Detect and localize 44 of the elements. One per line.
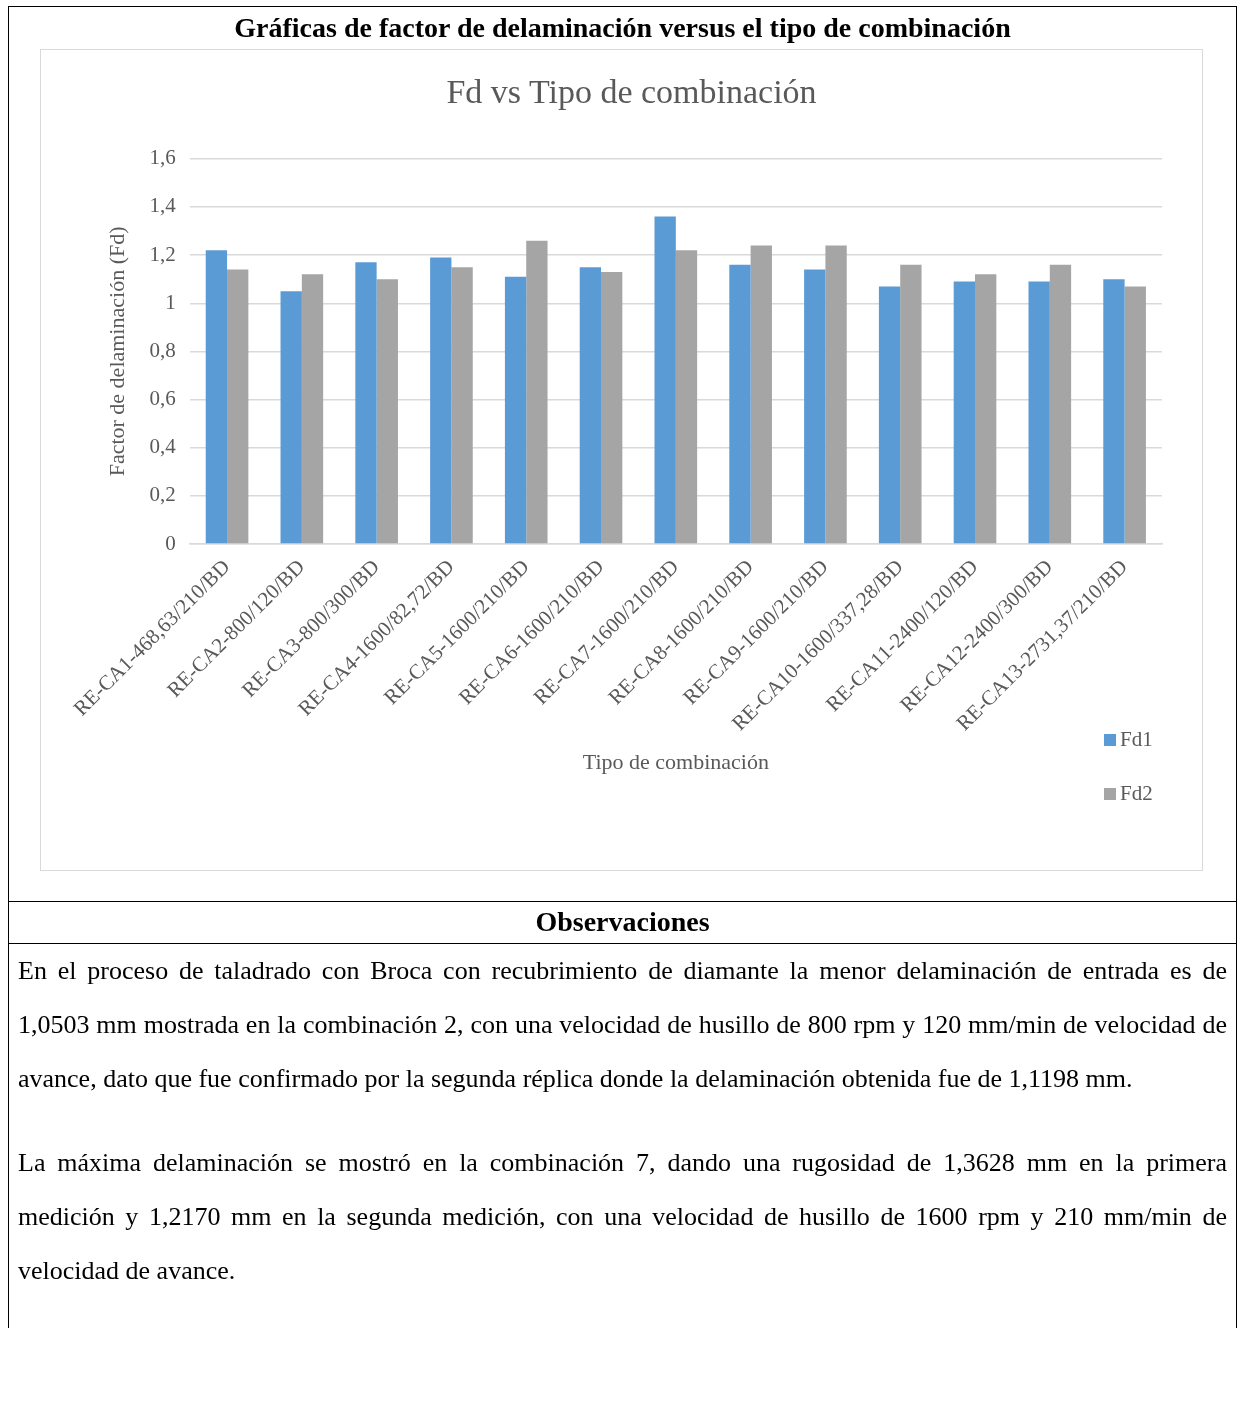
text: Observaciones: [9, 901, 1236, 944]
y-tick-label: 0,6: [149, 386, 176, 411]
y-axis-title: Factor de delaminación (Fd): [103, 226, 129, 477]
bar: [975, 274, 997, 544]
bar: [355, 262, 377, 544]
bar: [729, 264, 751, 544]
y-tick-label: 0,8: [149, 337, 176, 362]
y-tick-label: 0,4: [149, 434, 177, 459]
bar: [804, 269, 826, 544]
bar: [750, 245, 772, 544]
y-tick-label: 1,6: [149, 145, 176, 170]
bar: [301, 274, 324, 544]
bar: [1103, 279, 1125, 544]
text: Gráficas de factor de delaminación versus el tipo de combinación: [233, 11, 1012, 45]
x-axis-title: Tipo de combinación: [582, 748, 769, 774]
bar: [376, 279, 398, 544]
y-tick-label: 1,2: [149, 241, 176, 266]
bar: [451, 267, 473, 544]
bar: [601, 271, 623, 544]
bar: [675, 250, 698, 544]
bar: [1049, 264, 1072, 544]
bar: [953, 281, 976, 544]
text: En el proceso de taladrado con Broca con recubrimiento de diamante la menor delaminación de entrada es de 1,0503 mm mostrada en la combinación 2, con una velocidad de husillo de 800 rpm y 120 mm/min de velocidad de avance, dato que fue confirmado por la segunda réplica donde la delaminación obtenida fue de 1,1198 mm.: [17, 955, 1228, 1095]
y-tick-label: 0: [165, 530, 176, 555]
y-tick-label: 0,2: [149, 482, 176, 507]
bar: [878, 286, 901, 544]
chart-title: Fd vs Tipo de combinación: [446, 73, 817, 111]
bar: [1124, 286, 1146, 544]
bar: [227, 269, 249, 544]
bar: [579, 267, 602, 544]
bar: [430, 257, 452, 544]
bar: [1028, 281, 1050, 544]
bar: [205, 250, 228, 544]
bar: [526, 240, 548, 544]
legend-label: Fd2: [1120, 780, 1153, 805]
bar: [280, 291, 302, 544]
bar: [825, 245, 847, 544]
y-tick-label: 1,4: [149, 193, 177, 218]
bar: [504, 276, 527, 544]
y-tick-label: 1: [165, 289, 176, 314]
text: La máxima delaminación se mostró en la combinación 7, dando una rugosidad de 1,3628 mm en la primera medición y 1,2170 mm en la segunda medición, con una velocidad de husillo de 1600 rpm y 210 mm/min de velocidad de avance.: [17, 1147, 1228, 1287]
bar: [654, 216, 676, 544]
legend-label: Fd1: [1120, 726, 1153, 751]
bar: [900, 264, 922, 544]
